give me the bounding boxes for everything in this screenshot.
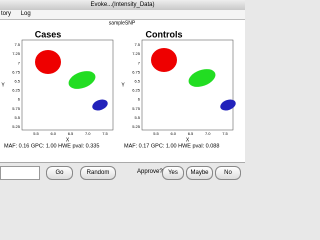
stats-text: MAF: 0.16 GPC: 1.00 HWE pval: 0.335	[4, 143, 99, 149]
x-tick-label: 6.0	[170, 131, 176, 136]
y-tick-label: 5.75	[12, 106, 21, 111]
cluster	[35, 50, 61, 74]
text-field[interactable]	[0, 166, 40, 180]
x-tick-label: 5.5	[33, 131, 39, 136]
y-tick-label: 6.5	[134, 79, 140, 84]
menu-bar: tory Log	[0, 10, 245, 20]
y-tick-label: 7.5	[14, 42, 20, 47]
y-tick-label: 5.5	[14, 115, 20, 120]
panel-title: Cases	[35, 29, 62, 39]
y-tick-label: 7.5	[134, 42, 140, 47]
no-button[interactable]: No	[215, 166, 241, 180]
y-axis-label: Y	[1, 82, 5, 88]
yes-button[interactable]: Yes	[162, 166, 184, 180]
y-tick-label: 5.75	[132, 106, 141, 111]
cluster	[188, 69, 216, 87]
x-tick-label: 5.5	[153, 131, 159, 136]
title-bar: Evoke...(Intensity_Data)	[0, 0, 245, 10]
stats-text: MAF: 0.17 GPC: 1.00 HWE pval: 0.088	[124, 143, 219, 149]
x-tick-label: 6.5	[68, 131, 74, 136]
x-tick-label: 7.0	[205, 131, 211, 136]
y-tick-label: 5.25	[12, 124, 21, 129]
go-button[interactable]: Go	[46, 166, 73, 180]
panel-title: Controls	[146, 29, 183, 39]
menu-item[interactable]: Log	[20, 11, 31, 17]
x-tick-label: 7.5	[222, 131, 228, 136]
app-window: Evoke...(Intensity_Data) tory Log sample…	[0, 0, 245, 180]
y-tick-label: 6.25	[132, 88, 141, 93]
y-tick-label: 7.25	[132, 51, 141, 56]
y-tick-label: 7	[138, 60, 141, 65]
y-axis-label: Y	[121, 82, 125, 88]
y-tick-label: 6	[138, 97, 141, 102]
panel: MAF: 0.17 GPC: 1.00 HWE pval: 0.088 Y X 7.5…	[121, 29, 236, 149]
maybe-button[interactable]: Maybe	[186, 166, 213, 180]
approve-label: Approve?	[137, 169, 163, 175]
x-axis-label: X	[186, 137, 190, 143]
panel: MAF: 0.16 GPC: 1.00 HWE pval: 0.335 Y X 7.5…	[1, 29, 114, 149]
x-tick-label: 6.5	[188, 131, 194, 136]
y-tick-label: 7	[18, 60, 21, 65]
cluster	[220, 99, 236, 111]
y-tick-label: 5.5	[134, 115, 140, 120]
y-tick-label: 6.75	[132, 69, 141, 74]
plot-frame	[141, 39, 234, 131]
x-tick-label: 7.0	[85, 131, 91, 136]
x-tick-label: 7.5	[102, 131, 108, 136]
y-tick-label: 6.75	[12, 69, 21, 74]
random-button[interactable]: Random	[80, 166, 116, 180]
x-axis-label: X	[66, 137, 70, 143]
y-tick-label: 6.25	[12, 88, 21, 93]
plot-frame	[21, 39, 114, 131]
y-tick-label: 7.25	[12, 51, 21, 56]
y-tick-label: 6	[18, 97, 21, 102]
snp-title: sampleSNP	[109, 20, 136, 26]
x-tick-label: 6.0	[50, 131, 56, 136]
window-title: Evoke...(Intensity_Data)	[90, 2, 155, 8]
y-tick-label: 6.5	[14, 79, 20, 84]
menu-item[interactable]: tory	[1, 11, 12, 17]
cluster	[151, 48, 177, 72]
plots: sampleSNP MAF: 0.16 GPC: 1.00 HWE pval: …	[0, 20, 245, 162]
cluster	[92, 99, 108, 111]
y-tick-label: 5.25	[132, 124, 141, 129]
cluster	[68, 71, 96, 89]
